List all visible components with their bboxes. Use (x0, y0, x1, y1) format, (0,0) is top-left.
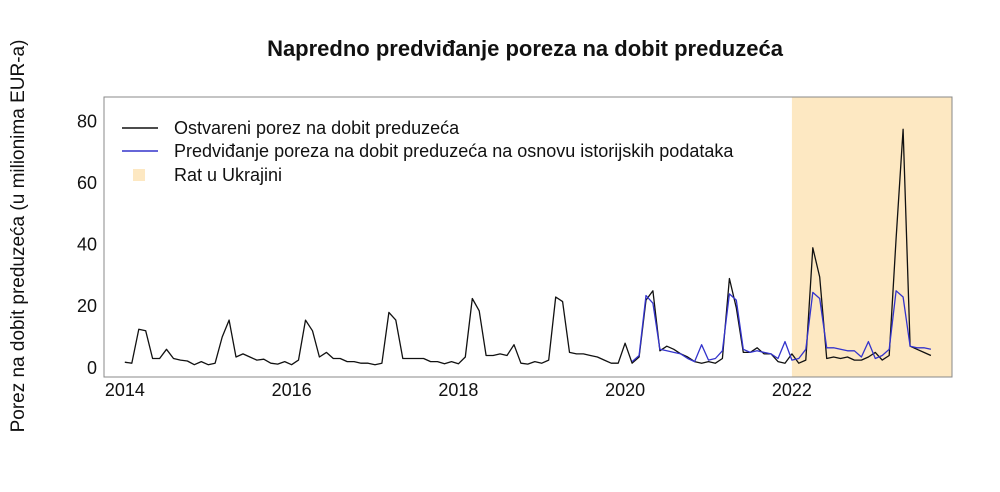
y-axis-ticks: 0 20 40 60 80 (77, 112, 97, 378)
shaded-region-rat-u-ukrajini (791, 97, 952, 377)
y-axis-label: Porez na dobit preduzeća (u milionima EU… (8, 40, 29, 433)
x-tick-label: 2014 (105, 380, 145, 400)
x-tick-label: 2018 (438, 380, 478, 400)
chart-title: Napredno predviđanje poreza na dobit pre… (267, 36, 784, 61)
y-tick-label: 0 (87, 358, 97, 378)
y-tick-label: 60 (77, 173, 97, 193)
legend: Ostvareni porez na dobit preduzeća Predv… (122, 118, 734, 185)
series-line-ostvareni (124, 128, 932, 366)
x-tick-label: 2022 (772, 380, 812, 400)
x-axis-ticks: 2014 2016 2018 2020 2022 (105, 380, 812, 400)
y-tick-label: 80 (77, 112, 97, 132)
legend-label-predvidjanje: Predviđanje poreza na dobit preduzeća na… (174, 141, 734, 161)
series-line-predvidjanje (631, 290, 932, 363)
plot-border (103, 96, 953, 378)
legend-swatch-rat-u-ukrajini (133, 169, 145, 181)
y-tick-label: 40 (77, 235, 97, 255)
legend-label-ostvareni: Ostvareni porez na dobit preduzeća (174, 118, 460, 138)
series-layer (124, 128, 932, 366)
x-tick-label: 2016 (272, 380, 312, 400)
legend-label-rat-u-ukrajini: Rat u Ukrajini (174, 165, 282, 185)
y-tick-label: 20 (77, 296, 97, 316)
plot-area (103, 96, 953, 378)
x-tick-label: 2020 (605, 380, 645, 400)
